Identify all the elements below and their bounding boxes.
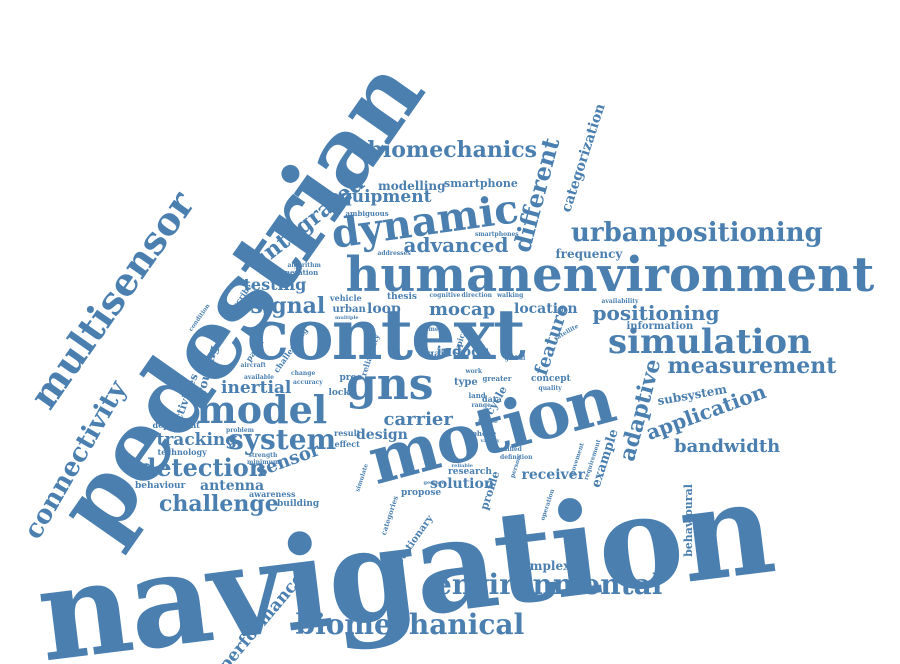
word-global: global — [504, 355, 526, 362]
word-work: work — [465, 368, 483, 375]
word-aircraft: aircraft — [240, 362, 266, 369]
word-mem: mem — [428, 326, 446, 333]
word-land: land — [468, 390, 486, 400]
word-proc: proc — [339, 372, 363, 383]
word-gesture: gesture — [423, 479, 445, 486]
word-adaptive: adaptive — [613, 356, 666, 464]
word-problem: problem — [226, 427, 254, 434]
word-phase: phase — [478, 418, 498, 425]
word-addresses: addresses — [377, 250, 411, 257]
word-measurement: measurement — [667, 353, 837, 379]
word-antenna: antenna — [200, 478, 265, 494]
word-environmental: environmental — [434, 568, 663, 601]
word-model: model — [196, 387, 328, 432]
word-technology: technology — [157, 447, 207, 457]
word-urbanpositioning: urbanpositioning — [571, 218, 823, 248]
word-available: available — [244, 374, 274, 381]
word-mocap: mocap — [429, 299, 496, 320]
word-information: information — [626, 321, 694, 332]
word-biomechanical: biomechanical — [295, 608, 525, 641]
word-walking: walking — [497, 292, 524, 299]
word-lock: lock — [328, 387, 350, 398]
word-signal: signal — [250, 293, 326, 319]
word-carrier: carrier — [383, 409, 453, 430]
word-dependent: dependent — [152, 420, 200, 430]
word-simulation: simulation — [608, 322, 812, 362]
word-direction: direction — [461, 292, 493, 299]
word-positioning: positioning — [592, 301, 720, 325]
word-vehicle: vehicle — [330, 293, 362, 303]
word-data: data — [482, 394, 502, 404]
word-gait: gait — [427, 349, 449, 360]
word-humanenvironment: humanenvironment — [345, 247, 875, 303]
word-effect: effect — [334, 439, 360, 449]
word-result: result — [334, 428, 361, 438]
word-testing: testing — [243, 275, 307, 294]
word-simulate: simulate — [353, 462, 370, 493]
word-definition: definition — [500, 454, 533, 461]
word-reliable: reliable — [451, 462, 473, 469]
word-smartphones: smartphones — [475, 231, 519, 238]
word-smartphone: smartphone — [444, 176, 518, 190]
word-tracking: tracking — [156, 429, 238, 450]
word-availability: availability — [601, 298, 639, 305]
word-solution: solution — [430, 476, 495, 492]
word-challenge: challenge — [159, 491, 279, 517]
word-thesis: thesis — [387, 291, 417, 302]
word-modelling: modelling — [378, 179, 446, 193]
word-type: type — [454, 377, 478, 388]
word-biomechanics: biomechanics — [367, 137, 537, 163]
word-complexity: complexity — [514, 559, 588, 573]
word-variety: variety — [480, 437, 500, 444]
word-loop: loop — [367, 301, 401, 317]
word-context: context — [246, 293, 526, 376]
word-frequency: frequency — [555, 247, 623, 261]
word-urban: urban — [332, 304, 366, 315]
word-receiver: receiver — [521, 467, 585, 483]
word-awareness: awareness — [249, 489, 296, 499]
word-equipment: equipment — [329, 186, 432, 207]
word-research: research — [448, 466, 492, 477]
word-gns: gns — [346, 359, 434, 410]
word-design: design — [356, 427, 408, 443]
word-behaviour: behaviour — [135, 480, 186, 491]
word-system: system — [228, 423, 337, 456]
word-cognitive: cognitive — [429, 292, 461, 299]
word-range: range — [471, 402, 491, 409]
word-building: building — [277, 498, 320, 509]
word-minimum: minimum — [247, 459, 280, 466]
word-detection: detection — [139, 453, 267, 482]
word-greater: greater — [482, 373, 512, 383]
word-accuracy: accuracy — [293, 379, 323, 386]
word-indoor: indoor — [436, 344, 488, 360]
word-bandwidth: bandwidth — [674, 436, 781, 457]
word-change: change — [291, 370, 316, 377]
word-phone: phone — [472, 428, 497, 438]
word-behavioural: behavioural — [681, 483, 695, 557]
word-categorization: categorization — [557, 101, 609, 215]
word-multiple: multiple — [335, 314, 359, 321]
word-algorithm: algorithm — [287, 262, 321, 269]
word-generation: generation — [275, 267, 319, 277]
word-concept: concept — [531, 373, 571, 384]
word-quality: quality — [538, 385, 562, 392]
word-unified: unified — [498, 446, 522, 453]
word-ambiguous: ambiguous — [345, 208, 389, 218]
word-inertial: inertial — [221, 377, 292, 398]
word-location: location — [514, 301, 578, 317]
word-strength: strength — [248, 452, 278, 459]
word-propose: propose — [401, 487, 442, 498]
word-advanced: advanced — [403, 233, 509, 257]
